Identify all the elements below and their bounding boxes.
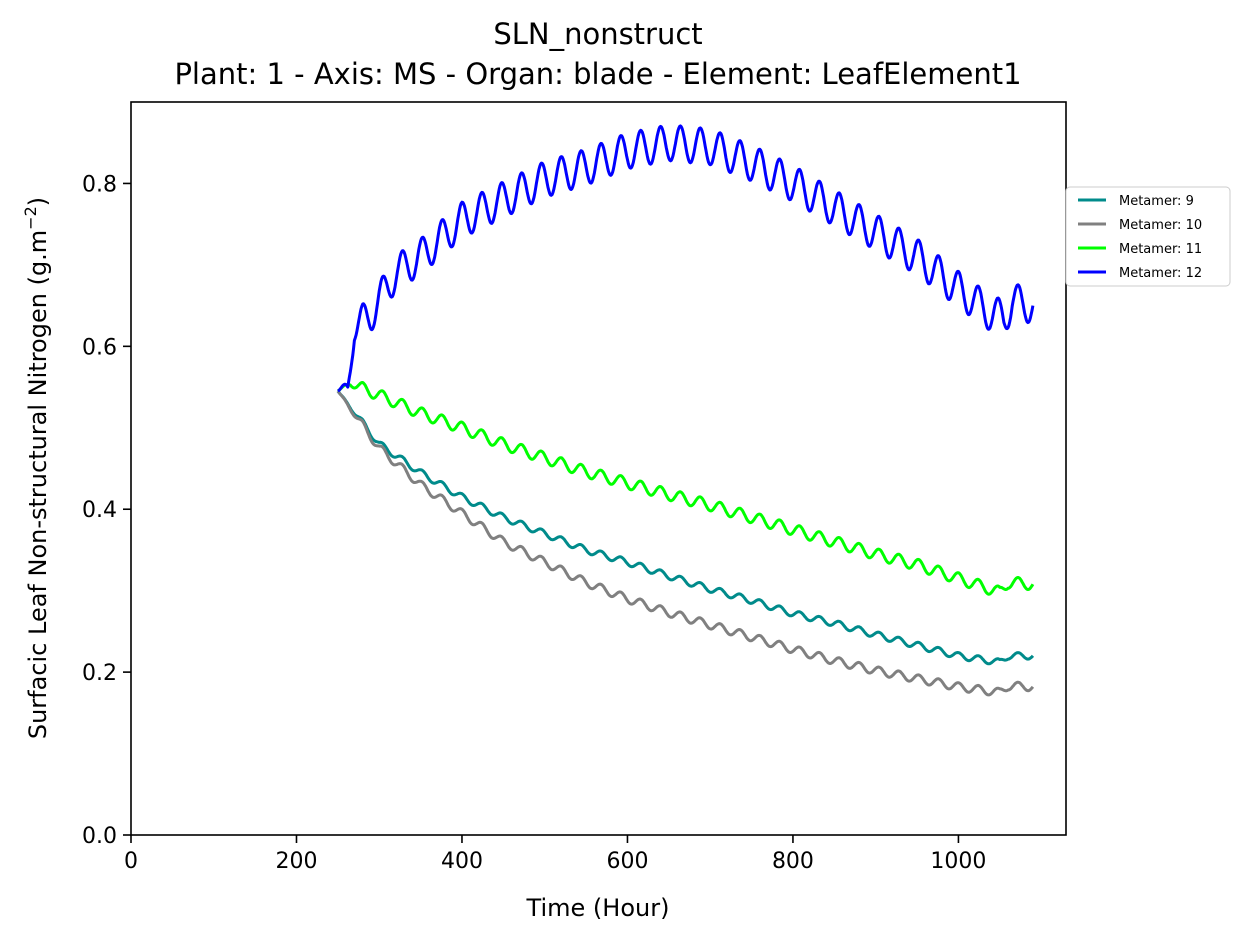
series-line-1 [338, 391, 1033, 664]
y-tick-label: 0.6 [82, 335, 117, 360]
x-axis-ticks: 0 200 400 600 800 1000 [124, 835, 986, 874]
y-axis-label: Surfacic Leaf Non-structural Nitrogen (g… [21, 197, 52, 739]
series-line-4 [338, 126, 1033, 391]
x-tick-label: 800 [772, 849, 814, 874]
legend-label: Metamer: 10 [1119, 218, 1202, 233]
x-tick-label: 200 [275, 849, 317, 874]
y-axis-label-close: ) [24, 197, 52, 206]
x-tick-label: 1000 [930, 849, 986, 874]
legend-label: Metamer: 12 [1119, 266, 1202, 281]
y-axis-ticks: 0.0 0.2 0.4 0.6 0.8 [82, 172, 131, 849]
y-axis-label-main: Surfacic Leaf Non-structural Nitrogen (g… [24, 230, 52, 739]
legend: Metamer: 9 Metamer: 10 Metamer: 11 Metamer:… [1066, 187, 1230, 286]
y-axis-label-superscript: −2 [21, 206, 40, 230]
y-tick-label: 0.0 [82, 824, 117, 849]
chart-subtitle: Plant: 1 - Axis: MS - Organ: blade - Ele… [174, 57, 1021, 91]
series-line-3 [338, 383, 1033, 595]
series-line-2 [338, 391, 1033, 695]
plot-frame [131, 102, 1066, 835]
y-tick-label: 0.8 [82, 172, 117, 197]
x-tick-label: 600 [606, 849, 648, 874]
plot-lines [338, 126, 1033, 695]
x-tick-label: 0 [124, 849, 138, 874]
chart-title: SLN_nonstruct [493, 17, 702, 51]
x-axis-label: Time (Hour) [526, 894, 670, 922]
y-tick-label: 0.4 [82, 498, 117, 523]
y-tick-label: 0.2 [82, 661, 117, 686]
legend-label: Metamer: 9 [1119, 194, 1194, 209]
legend-label: Metamer: 11 [1119, 242, 1202, 257]
x-tick-label: 400 [441, 849, 483, 874]
